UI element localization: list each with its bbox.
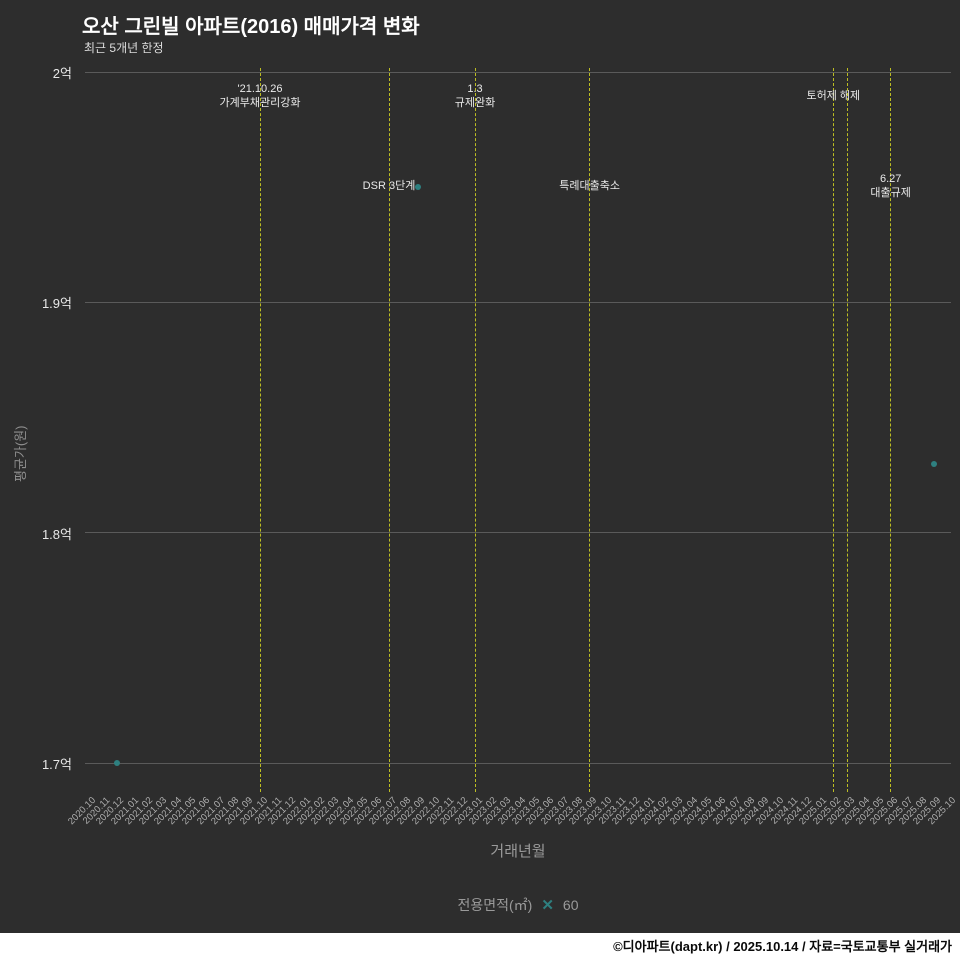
- event-label-line: 특례대출축소: [559, 180, 621, 192]
- y-tick-label: 1.8억: [41, 526, 72, 542]
- legend-label: 전용면적(㎡): [457, 897, 533, 913]
- event-label: 특례대출축소: [559, 180, 620, 194]
- event-label-line: 1.3: [467, 83, 483, 95]
- event-label: 1.3 규제완화: [455, 83, 495, 110]
- event-line: [589, 68, 591, 792]
- event-line: [890, 68, 892, 792]
- y-tick-label: 1.7억: [41, 757, 72, 772]
- page-title: 오산 그린빌 아파트(2016) 매매가격 변화: [82, 16, 420, 38]
- data-point: [414, 184, 421, 191]
- event-line: [832, 68, 834, 792]
- y-tick-label: 1.9억: [41, 296, 72, 312]
- event-line: [847, 68, 849, 792]
- y-gridline: [85, 301, 951, 303]
- event-label-line: '21.10.26: [237, 83, 283, 95]
- event-line: [388, 68, 390, 792]
- footer-credit-text: ©디아파트(dapt.kr) / 2025.10.14 / 자료=국토교통부 실…: [613, 939, 952, 954]
- y-gridline: [85, 532, 951, 534]
- event-label: '21.10.26 가계부채관리강화: [220, 83, 301, 110]
- data-point: [113, 760, 120, 766]
- event-label-line: DSR 3단계: [362, 180, 416, 192]
- page-subtitle: 최근 5개년 한정: [84, 41, 164, 55]
- y-gridline: [85, 71, 951, 73]
- footer-credit-bar: ©디아파트(dapt.kr) / 2025.10.14 / 자료=국토교통부 실…: [0, 933, 960, 960]
- event-label-line: 가계부채관리강화: [219, 96, 301, 109]
- legend-x-marker: ✕: [541, 897, 554, 914]
- legend-value: 60: [562, 897, 579, 913]
- y-gridline: [85, 762, 951, 764]
- event-label: DSR 3단계: [363, 180, 416, 194]
- y-tick-label: 2억: [52, 66, 72, 81]
- event-label: 6.27 대출규제: [870, 173, 910, 200]
- event-label-line: 규제완화: [454, 96, 496, 109]
- event-label-line: 대출규제: [870, 186, 911, 199]
- event-label-line: 6.27: [879, 173, 902, 185]
- legend: 전용면적(㎡) ✕ 60: [457, 895, 578, 915]
- data-point: [930, 460, 937, 467]
- x-axis-title: 거래년월: [490, 843, 546, 860]
- event-label-line: 토허제 해제: [806, 90, 861, 102]
- event-line: [259, 68, 261, 792]
- event-line: [474, 68, 476, 792]
- event-label: 토허제 해제: [807, 90, 861, 104]
